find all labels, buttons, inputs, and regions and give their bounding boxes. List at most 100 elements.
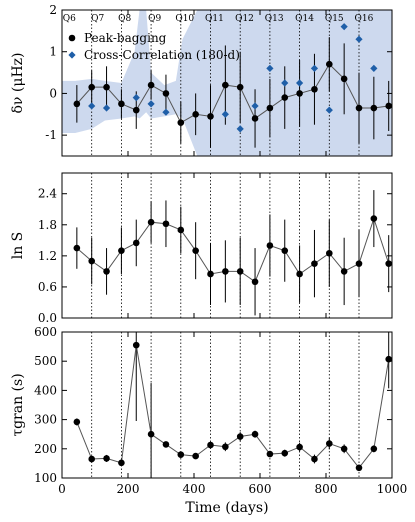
data-point xyxy=(311,85,318,93)
y-tick-label: 1.8 xyxy=(38,218,57,232)
data-point xyxy=(103,455,110,462)
cc-data-point xyxy=(102,104,111,112)
cc-data-point xyxy=(266,64,274,72)
panel-frame xyxy=(61,331,393,479)
y-tick-label: 1.2 xyxy=(38,249,57,263)
panel-1-plot-area xyxy=(62,10,392,156)
data-point xyxy=(236,433,244,440)
quarter-label: Q7 xyxy=(91,14,104,24)
y-tick-label: 500 xyxy=(34,354,57,368)
cc-data-point xyxy=(132,94,140,102)
data-point xyxy=(177,226,185,234)
data-point xyxy=(385,102,392,110)
data-point xyxy=(207,441,214,449)
quarter-label: Q13 xyxy=(265,14,284,24)
data-point xyxy=(251,278,259,286)
data-point xyxy=(192,110,199,118)
data-point xyxy=(340,75,348,83)
legend-label-cross-correlation: Cross-Correlation (180-d) xyxy=(84,48,240,62)
data-point xyxy=(370,215,378,222)
series-line xyxy=(76,63,389,124)
y-tick-label: 0 xyxy=(49,86,57,100)
y-tick-label: -1 xyxy=(45,128,57,142)
data-point xyxy=(147,218,155,226)
cc-data-point xyxy=(340,23,348,31)
data-point xyxy=(251,430,259,438)
data-point xyxy=(88,257,95,265)
data-point xyxy=(296,90,303,97)
data-point xyxy=(326,440,333,447)
data-point xyxy=(118,459,125,467)
quarter-label: Q11 xyxy=(205,14,224,24)
series-line xyxy=(76,216,390,283)
cc-data-point xyxy=(88,102,96,110)
data-point xyxy=(266,242,274,249)
legend-marker-cross-correlation xyxy=(68,51,76,59)
data-point xyxy=(103,268,110,275)
panel-frame xyxy=(61,172,393,319)
x-tick-label: 800 xyxy=(315,482,338,496)
quarter-label: Q8 xyxy=(118,14,131,24)
data-point xyxy=(355,464,363,472)
data-point xyxy=(88,455,95,463)
y-axis-label: τgran (s) xyxy=(10,373,26,436)
quarter-label: Q16 xyxy=(355,14,374,24)
data-point xyxy=(73,418,81,426)
y-tick-label: 0.6 xyxy=(38,280,57,294)
data-point xyxy=(132,106,140,114)
data-point xyxy=(266,104,274,112)
x-tick-label: 0 xyxy=(58,482,66,496)
cc-data-point xyxy=(370,64,378,72)
x-tick-label: 400 xyxy=(183,482,206,496)
data-point xyxy=(370,104,378,112)
data-point xyxy=(355,104,363,112)
quarter-label: Q6 xyxy=(63,14,76,24)
cc-data-point xyxy=(147,100,155,108)
quarter-label: Q10 xyxy=(175,14,194,24)
data-point xyxy=(222,81,229,89)
data-point xyxy=(207,270,214,278)
quarter-label: Q15 xyxy=(325,14,344,24)
data-point xyxy=(162,90,170,97)
y-tick-label: 2.4 xyxy=(38,187,57,201)
x-tick-label: 200 xyxy=(117,482,140,496)
cc-data-point xyxy=(325,106,333,114)
y-tick-label: 2 xyxy=(49,3,57,17)
legend-marker-peak-bagging xyxy=(68,34,76,42)
data-point xyxy=(103,83,110,91)
y-tick-label: 0.0 xyxy=(38,311,57,325)
data-point xyxy=(281,94,289,101)
data-point xyxy=(73,244,81,252)
y-tick-label: 100 xyxy=(34,471,57,485)
data-point xyxy=(177,451,185,458)
quarter-label: Q9 xyxy=(148,14,161,24)
data-point xyxy=(207,113,214,120)
data-point xyxy=(73,100,81,108)
data-point xyxy=(311,260,318,267)
y-tick-label: 1 xyxy=(49,45,57,59)
data-point xyxy=(296,443,303,451)
data-point xyxy=(162,220,170,228)
data-point xyxy=(88,83,95,91)
data-point xyxy=(192,247,199,254)
data-point xyxy=(177,119,185,126)
x-tick-label: 1000 xyxy=(377,482,408,496)
data-point xyxy=(385,260,392,267)
data-point xyxy=(326,249,333,257)
y-tick-label: 300 xyxy=(34,413,57,427)
cc-data-point xyxy=(162,108,170,116)
y-axis-label: ln S xyxy=(10,232,26,260)
data-point xyxy=(326,60,333,68)
y-axis-label: δν (μHz) xyxy=(10,53,26,114)
cc-data-point xyxy=(281,79,289,87)
data-point xyxy=(118,247,125,254)
y-tick-label: 200 xyxy=(34,442,57,456)
series-line xyxy=(76,345,390,469)
y-tick-label: 600 xyxy=(34,325,57,339)
data-point xyxy=(340,445,348,453)
quarter-label: Q14 xyxy=(295,14,314,24)
data-point xyxy=(355,260,363,267)
cc-data-point xyxy=(296,79,304,87)
data-point xyxy=(147,430,155,438)
